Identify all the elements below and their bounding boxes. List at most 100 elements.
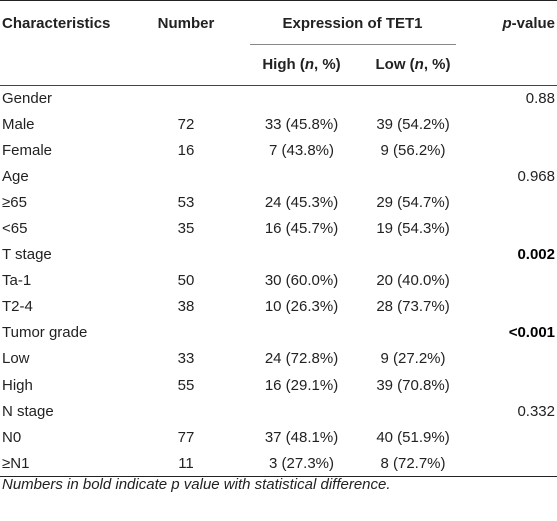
cell-characteristic: N stage (2, 402, 54, 420)
table-row: T stage 0.002 (0, 242, 557, 268)
cell-high (241, 85, 362, 111)
table-row: Tumor grade <0.001 (0, 320, 557, 346)
cell-pvalue (464, 137, 557, 163)
table-row: ≥65 53 24 (45.3%) 29 (54.7%) (0, 189, 557, 215)
header-low-n: n (414, 56, 424, 74)
table-row: High 55 16 (29.1%) 39 (70.8%) (0, 372, 557, 398)
cell-characteristic: Tumor grade (2, 324, 88, 342)
table-row: Low 33 24 (72.8%) 9 (27.2%) (0, 346, 557, 372)
cell-number: 77 (177, 428, 195, 446)
cell-high: 37 (48.1%) (264, 428, 339, 446)
cell-number (143, 242, 241, 268)
cell-number: 35 (177, 220, 195, 238)
cell-pvalue (464, 189, 557, 215)
cell-number: 33 (177, 350, 195, 368)
cell-number: 38 (177, 298, 195, 316)
header-blank-3 (464, 45, 557, 85)
cell-characteristic: ≥N1 (2, 454, 30, 472)
header-high-post: , %) (314, 56, 341, 74)
header-characteristics: Characteristics (2, 14, 111, 32)
header-low-pre: Low ( (375, 56, 415, 74)
characteristics-table: Characteristics Number Expression of TET… (0, 0, 557, 477)
cell-high (241, 398, 362, 424)
cell-low: 39 (54.2%) (376, 115, 450, 133)
cell-low (362, 398, 464, 424)
cell-high: 24 (45.3%) (264, 193, 339, 211)
table-body: Gender 0.88 Male 72 33 (45.8%) 39 (54.2%) Fema… (0, 85, 557, 477)
header-pvalue: p-value (464, 1, 557, 46)
table-row: <65 35 16 (45.7%) 19 (54.3%) (0, 215, 557, 241)
header-pvalue-rest: -value (511, 14, 555, 32)
header-number: Number (157, 14, 215, 32)
cell-characteristic: <65 (2, 220, 28, 238)
cell-pvalue: 0.968 (517, 167, 555, 185)
cell-number: 55 (177, 376, 195, 394)
cell-pvalue (464, 346, 557, 372)
cell-characteristic: Gender (2, 89, 53, 107)
cell-number (143, 163, 241, 189)
cell-low (362, 320, 464, 346)
cell-pvalue: 0.332 (517, 402, 555, 420)
cell-pvalue: 0.88 (525, 89, 555, 107)
table-row: Ta-1 50 30 (60.0%) 20 (40.0%) (0, 268, 557, 294)
table-row: Gender 0.88 (0, 85, 557, 111)
cell-number (143, 320, 241, 346)
cell-low: 28 (73.7%) (376, 298, 450, 316)
header-expression: Expression of TET1 (241, 1, 464, 45)
header-low-post: , %) (423, 56, 451, 74)
table-footnote: Numbers in bold indicate p value with st… (2, 476, 391, 493)
header-pvalue-p: p (502, 14, 512, 32)
cell-low: 39 (70.8%) (376, 376, 450, 394)
cell-high: 7 (43.8%) (268, 141, 335, 159)
table-row: Female 16 7 (43.8%) 9 (56.2%) (0, 137, 557, 163)
cell-high: 33 (45.8%) (264, 115, 339, 133)
cell-number: 11 (178, 454, 194, 472)
cell-number (143, 398, 241, 424)
cell-number: 50 (177, 272, 195, 290)
cell-high: 16 (29.1%) (264, 376, 339, 394)
header-low: Low (n, %) (362, 45, 464, 85)
header-high-pre: High ( (262, 56, 305, 74)
cell-pvalue (464, 450, 557, 476)
cell-high: 24 (72.8%) (264, 350, 339, 368)
cell-high: 10 (26.3%) (264, 298, 339, 316)
cell-low: 9 (56.2%) (380, 141, 446, 159)
header-expression-label: Expression of TET1 (249, 15, 456, 45)
cell-low (362, 85, 464, 111)
header-row-2: High (n, %) Low (n, %) (0, 45, 557, 85)
header-high-n: n (304, 56, 314, 74)
cell-characteristic: T2-4 (2, 298, 33, 316)
cell-high (241, 320, 362, 346)
table-row: N stage 0.332 (0, 398, 557, 424)
cell-characteristic: Age (2, 167, 29, 185)
cell-number: 16 (177, 141, 195, 159)
cell-number: 72 (177, 115, 195, 133)
cell-pvalue: 0.002 (517, 246, 555, 264)
cell-low: 9 (27.2%) (380, 350, 446, 368)
cell-high (241, 163, 362, 189)
cell-characteristic: Ta-1 (2, 272, 32, 290)
cell-characteristic: Male (2, 115, 35, 133)
cell-low: 40 (51.9%) (376, 428, 450, 446)
cell-high (241, 242, 362, 268)
cell-characteristic: N0 (2, 428, 22, 446)
cell-pvalue (464, 372, 557, 398)
table-row: Male 72 33 (45.8%) 39 (54.2%) (0, 111, 557, 137)
cell-low: 8 (72.7%) (380, 454, 446, 472)
cell-low: 19 (54.3%) (376, 220, 450, 238)
cell-characteristic: Low (2, 350, 30, 368)
cell-pvalue (464, 424, 557, 450)
cell-pvalue (464, 215, 557, 241)
table-row: Age 0.968 (0, 163, 557, 189)
header-row-1: Characteristics Number Expression of TET… (0, 0, 557, 46)
cell-high: 16 (45.7%) (264, 220, 339, 238)
header-blank-1 (0, 45, 143, 85)
header-blank-2 (143, 45, 241, 85)
header-high: High (n, %) (241, 45, 362, 85)
cell-low: 29 (54.7%) (376, 193, 450, 211)
cell-characteristic: High (2, 376, 33, 394)
cell-pvalue (464, 294, 557, 320)
cell-characteristic: Female (2, 141, 53, 159)
cell-high: 3 (27.3%) (268, 454, 335, 472)
